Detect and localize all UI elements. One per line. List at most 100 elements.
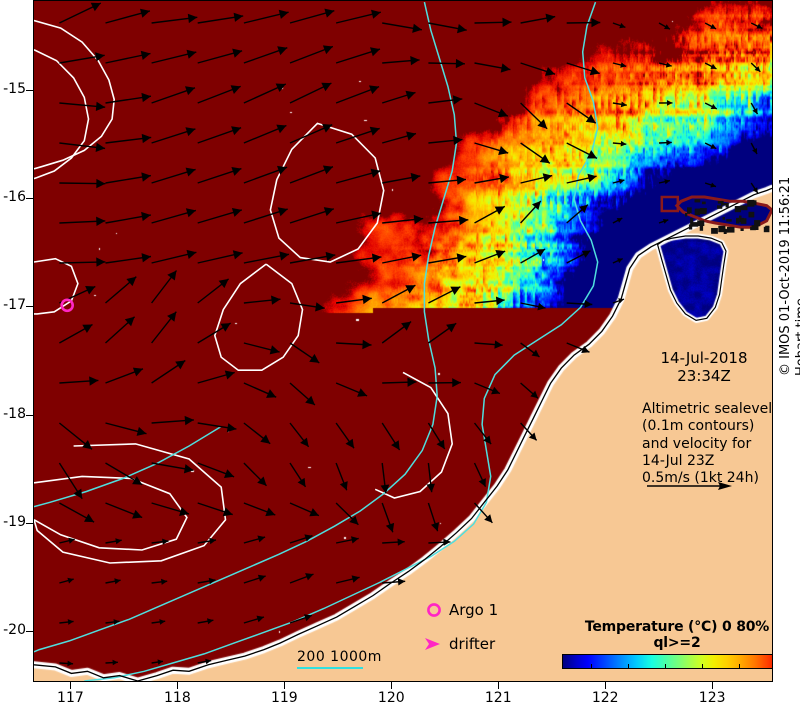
sealevel-contour	[34, 19, 116, 170]
velocity-vector	[105, 92, 152, 104]
island-polygon	[726, 229, 729, 233]
velocity-vector	[336, 253, 382, 264]
drifter-legend-label: drifter	[449, 635, 496, 653]
velocity-vector	[335, 168, 381, 184]
island-polygon	[711, 228, 718, 234]
velocity-vector	[197, 370, 235, 384]
island-polygon	[740, 228, 744, 231]
drifter-legend: drifter	[423, 635, 495, 653]
velocity-vector	[428, 135, 463, 146]
velocity-vector	[335, 210, 382, 224]
x-axis-tick	[391, 682, 393, 689]
velocity-vector	[105, 253, 152, 264]
island-polygon	[736, 217, 740, 224]
velocity-vector	[382, 131, 417, 144]
velocity-vector	[566, 300, 593, 308]
velocity-vector	[243, 165, 288, 184]
velocity-vector	[520, 382, 539, 399]
x-axis-label: 121	[484, 690, 512, 706]
map-canvas[interactable]: 14-Jul-2018 23:34Z Altimetric sealevel (…	[33, 0, 773, 682]
velocity-vector	[243, 502, 276, 517]
x-axis-label: 118	[164, 690, 191, 706]
velocity-vector	[58, 422, 93, 450]
island-polygon	[690, 218, 694, 225]
velocity-vector	[658, 179, 671, 185]
velocity-vector	[197, 537, 217, 545]
y-axis-tick	[26, 306, 33, 308]
island-polygon	[694, 208, 700, 216]
y-axis-tick	[26, 631, 33, 633]
velocity-vector	[658, 22, 671, 30]
velocity-vector	[243, 207, 288, 224]
velocity-vector	[566, 142, 598, 160]
x-axis-tick	[498, 682, 500, 689]
island-polygon	[717, 205, 723, 209]
velocity-vector	[427, 322, 457, 344]
argo-marker[interactable]	[60, 298, 75, 313]
velocity-vector	[335, 462, 348, 491]
velocity-vector	[151, 167, 196, 184]
velocity-vector	[151, 86, 196, 104]
y-axis-tick	[26, 414, 33, 416]
coastline-overlay	[34, 187, 772, 681]
sealevel-contour	[374, 371, 454, 499]
velocity-vector	[750, 102, 759, 115]
island-polygon	[727, 226, 735, 233]
velocity-vector	[612, 178, 625, 184]
velocity-vector	[520, 173, 553, 184]
velocity-vector	[197, 658, 212, 665]
credit-line: © IMOS 01-Oct-2019 11:56:21	[778, 176, 793, 376]
velocity-vector	[520, 200, 542, 224]
sealevel-contour	[269, 122, 385, 263]
velocity-vector	[381, 321, 412, 344]
sst-temperature-raster	[34, 1, 772, 681]
velocity-vector	[566, 204, 589, 224]
y-axis-label: -18	[3, 405, 26, 422]
velocity-vector	[566, 342, 590, 353]
island-polygon	[723, 228, 727, 234]
velocity-vector	[58, 462, 83, 500]
velocity-vector	[658, 219, 669, 224]
velocity-vector	[151, 208, 197, 224]
velocity-vector	[612, 217, 623, 224]
argo-marker-overlay[interactable]	[34, 1, 772, 681]
velocity-vector	[474, 102, 509, 118]
velocity-vector	[243, 422, 271, 445]
velocity-vector	[151, 462, 194, 474]
velocity-vector	[612, 140, 627, 147]
velocity-vector	[105, 8, 151, 24]
velocity-vector	[105, 422, 147, 436]
velocity-vector	[335, 47, 381, 64]
velocity-vector	[59, 577, 74, 584]
island-callout-box	[660, 195, 680, 213]
island-polygon	[763, 226, 770, 233]
velocity-vector	[243, 535, 266, 544]
temperature-colorbar: Temperature (°C) 0 80% ql>=2 2324252627	[562, 619, 772, 669]
velocity-vector	[428, 22, 467, 34]
velocity-vector	[289, 462, 307, 488]
velocity-vector	[566, 250, 591, 264]
velocity-vector	[382, 538, 405, 546]
y-axis-tick	[26, 522, 33, 524]
velocity-vector	[335, 536, 359, 544]
velocity-vector	[59, 52, 105, 64]
colorbar-title: Temperature (°C) 0 80% ql>=2	[584, 619, 770, 651]
island-polygon	[740, 218, 747, 224]
velocity-vector	[59, 619, 74, 625]
colorbar-tick	[664, 664, 666, 669]
velocity-vector	[105, 578, 121, 585]
velocity-vector	[243, 83, 287, 104]
x-axis-label: 122	[591, 690, 619, 706]
velocity-vector	[658, 139, 672, 146]
sealevel-contour	[34, 475, 188, 551]
velocity-vector	[151, 659, 164, 665]
velocity-vector	[474, 340, 503, 349]
velocity-vector	[428, 95, 463, 105]
velocity-vector	[704, 102, 718, 110]
velocity-vector	[474, 62, 511, 73]
velocity-vector	[197, 462, 235, 478]
velocity-vector	[197, 126, 242, 144]
colorbar-tick	[591, 664, 593, 669]
velocity-vector	[428, 215, 469, 226]
y-axis-label: -15	[3, 80, 26, 97]
